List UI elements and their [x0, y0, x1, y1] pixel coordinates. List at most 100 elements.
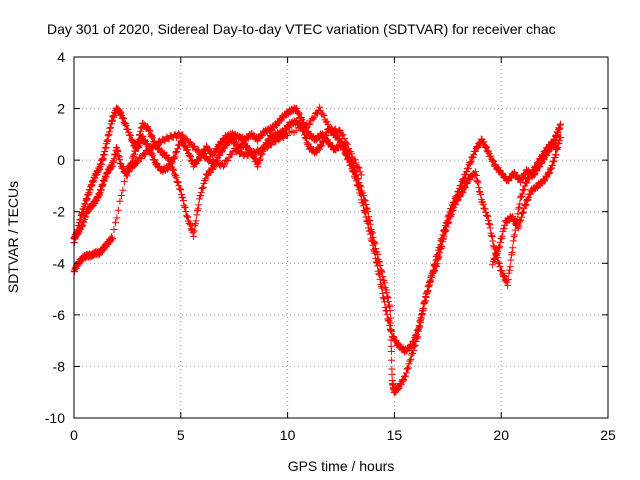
data-point-marker	[484, 212, 492, 220]
data-point-marker	[379, 273, 387, 281]
data-point-marker	[490, 255, 498, 263]
data-point-marker	[462, 171, 470, 179]
data-point-marker	[416, 319, 424, 327]
data-point-marker	[495, 244, 503, 252]
data-point-marker	[509, 237, 517, 245]
data-point-marker	[474, 179, 482, 187]
data-point-marker	[446, 212, 454, 220]
data-point-marker	[548, 162, 556, 170]
data-point-marker	[387, 348, 395, 356]
data-point-marker	[172, 149, 180, 157]
data-point-marker	[184, 213, 192, 221]
data-point-marker	[117, 108, 125, 116]
x-tick-label: 5	[177, 427, 185, 443]
data-point-marker	[486, 224, 494, 232]
data-point-marker	[318, 142, 326, 150]
data-point-marker	[183, 213, 191, 221]
data-point-marker	[374, 251, 382, 259]
data-point-marker	[480, 138, 488, 146]
data-point-marker	[356, 168, 364, 176]
data-point-marker	[484, 148, 492, 156]
data-point-marker	[173, 178, 181, 186]
data-point-marker	[190, 232, 198, 240]
data-point-marker	[167, 160, 175, 168]
data-point-marker	[504, 275, 512, 283]
data-point-marker	[436, 249, 444, 257]
data-point-marker	[516, 194, 524, 202]
data-point-marker	[179, 197, 187, 205]
data-point-marker	[409, 349, 417, 357]
data-point-marker	[350, 167, 358, 175]
data-point-marker	[362, 201, 370, 209]
data-point-marker	[354, 163, 362, 171]
data-point-marker	[459, 189, 467, 197]
data-point-marker	[420, 298, 428, 306]
data-point-marker	[142, 150, 150, 158]
data-point-marker	[454, 196, 462, 204]
data-point-marker	[515, 203, 523, 211]
data-point-marker	[368, 228, 376, 236]
data-point-marker	[151, 156, 159, 164]
data-point-marker	[295, 109, 303, 117]
data-point-marker	[197, 188, 205, 196]
y-tick-label: -2	[53, 204, 66, 220]
data-point-marker	[488, 233, 496, 241]
data-point-marker	[256, 157, 264, 165]
data-point-marker	[122, 169, 130, 177]
data-point-marker	[218, 148, 226, 156]
data-point-marker	[149, 134, 157, 142]
data-point-marker	[114, 206, 122, 214]
data-point-marker	[124, 125, 132, 133]
data-point-marker	[351, 156, 359, 164]
data-point-marker	[364, 207, 372, 215]
data-point-marker	[523, 197, 531, 205]
data-point-marker	[120, 118, 128, 126]
data-point-marker	[543, 173, 551, 181]
data-point-marker	[523, 195, 531, 203]
data-point-marker	[370, 238, 378, 246]
data-point-marker	[381, 279, 389, 287]
data-point-marker	[492, 250, 500, 258]
data-point-marker	[141, 136, 149, 144]
data-point-marker	[500, 271, 508, 279]
data-point-marker	[176, 185, 184, 193]
data-point-marker	[494, 247, 502, 255]
data-point-marker	[119, 114, 127, 122]
y-tick-label: 2	[57, 101, 65, 117]
data-point-marker	[447, 211, 455, 219]
data-point-marker	[519, 186, 527, 194]
data-point-marker	[170, 170, 178, 178]
x-tick-label: 10	[280, 427, 296, 443]
data-point-marker	[485, 220, 493, 228]
data-point-marker	[121, 120, 129, 128]
data-point-marker	[426, 277, 434, 285]
data-point-marker	[482, 143, 490, 151]
data-point-marker	[435, 253, 443, 261]
data-point-marker	[516, 218, 524, 226]
data-point-marker	[211, 149, 219, 157]
data-point-marker	[195, 195, 203, 203]
data-point-marker	[506, 266, 514, 274]
data-point-marker	[361, 197, 369, 205]
data-point-marker	[418, 310, 426, 318]
data-point-marker	[438, 242, 446, 250]
data-point-marker	[488, 231, 496, 239]
data-point-marker	[137, 155, 145, 163]
data-point-marker	[506, 263, 514, 271]
data-point-marker	[348, 150, 356, 158]
data-point-marker	[126, 131, 134, 139]
data-point-marker	[463, 178, 471, 186]
data-point-marker	[483, 211, 491, 219]
data-point-marker	[175, 182, 183, 190]
data-point-marker	[388, 370, 396, 378]
data-point-marker	[193, 207, 201, 215]
data-point-marker	[306, 120, 314, 128]
data-point-marker	[479, 200, 487, 208]
data-point-marker	[388, 356, 396, 364]
data-point-marker	[379, 289, 387, 297]
chart-title: Day 301 of 2020, Sidereal Day-to-day VTE…	[47, 21, 556, 37]
data-point-marker	[378, 268, 386, 276]
data-point-marker	[182, 208, 190, 216]
data-point-marker	[302, 134, 310, 142]
data-point-marker	[452, 200, 460, 208]
